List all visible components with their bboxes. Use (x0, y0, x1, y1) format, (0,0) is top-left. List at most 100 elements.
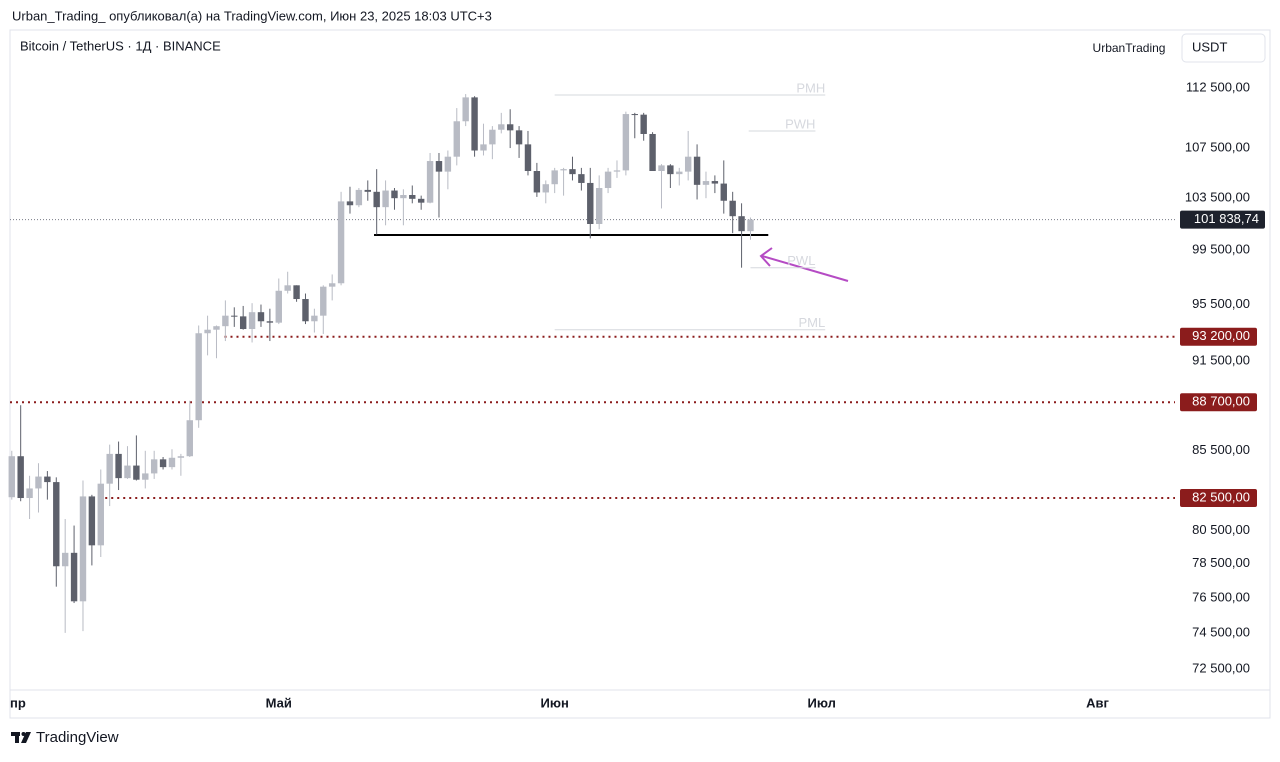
candle-body (435, 161, 443, 172)
y-tick-label: 99 500,00 (1192, 242, 1250, 257)
candle-body (533, 171, 541, 193)
publish-info: Urban_Trading_ опубликовал(а) на Trading… (12, 8, 492, 23)
candle-body (462, 97, 469, 122)
y-tick-label: 95 500,00 (1192, 296, 1250, 311)
candle-body (444, 156, 452, 172)
candle-body (649, 133, 656, 172)
y-tick-label: 91 500,00 (1192, 353, 1250, 368)
last-price-label: 101 838,74 (1194, 211, 1259, 226)
candle-body (391, 190, 398, 199)
y-tick-label: 76 500,00 (1192, 589, 1250, 604)
y-tick-label: 85 500,00 (1192, 442, 1250, 457)
candle-body (177, 456, 185, 458)
currency-label[interactable]: USDT (1192, 39, 1227, 54)
x-tick-label: пр (10, 695, 26, 710)
chart-frame (9, 29, 1271, 719)
candle-body (364, 189, 371, 192)
y-tick-label: 80 500,00 (1192, 522, 1250, 537)
x-tick-label: Май (266, 695, 292, 710)
level-price-box (1180, 489, 1257, 508)
y-tick-label: 112 500,00 (1186, 79, 1250, 94)
candle-body (213, 326, 220, 330)
candle-body (311, 315, 318, 322)
candle-body (79, 496, 87, 602)
candle-body (676, 171, 683, 175)
candle-body (587, 182, 594, 224)
candle-body (355, 189, 363, 206)
candle-body (711, 181, 719, 184)
candle-body (293, 285, 300, 300)
candle-body (222, 315, 229, 327)
candle-body (506, 124, 514, 131)
currency-button[interactable] (1181, 33, 1266, 63)
candle-body (560, 169, 567, 171)
candle-body (658, 165, 665, 172)
candle-body (382, 190, 389, 208)
candle-body (17, 456, 24, 499)
candle-body (747, 219, 754, 232)
drawing-label: PWL (787, 253, 815, 268)
candle-body (195, 333, 202, 421)
x-tick-label: Июл (807, 695, 835, 710)
candle-body (640, 114, 647, 134)
candle-body (480, 144, 487, 151)
y-tick-label: 72 500,00 (1192, 660, 1250, 675)
candle-body (346, 201, 354, 206)
brand-name: TradingView (36, 729, 119, 746)
candle-body (337, 201, 345, 284)
level-price-label: 88 700,00 (1192, 394, 1250, 409)
candle-body (186, 420, 193, 457)
candle-body (417, 198, 425, 203)
candle-body (88, 496, 96, 546)
candle-body (53, 482, 60, 567)
x-tick-label: Июн (541, 695, 569, 710)
candle-body (257, 312, 265, 322)
y-tick-label: 78 500,00 (1192, 555, 1250, 570)
candle-body (124, 465, 131, 479)
candle-body (595, 188, 603, 224)
candle-body (44, 476, 51, 483)
candle-body (542, 184, 549, 193)
candle-body (373, 191, 380, 208)
candle-body (328, 283, 336, 287)
candle-body (320, 286, 327, 316)
last-price-box (1180, 210, 1265, 229)
candle-body (604, 171, 612, 189)
candle-body (471, 97, 478, 151)
candle-body (738, 216, 745, 232)
candle-body (524, 144, 532, 172)
candle-body (133, 465, 140, 480)
candle-body (70, 552, 78, 602)
candle-body (239, 316, 247, 330)
candle-body (204, 329, 211, 334)
candle-body (106, 453, 113, 484)
candle-body (400, 194, 407, 199)
candle-body (515, 130, 523, 145)
level-price-box (1180, 327, 1257, 346)
candle-body (551, 170, 558, 185)
y-tick-label: 103 500,00 (1185, 190, 1250, 205)
candle-body (578, 174, 585, 183)
candle-body (302, 299, 309, 322)
candle-body (631, 114, 638, 116)
x-tick-label: Авг (1086, 695, 1109, 710)
candle-body (693, 156, 701, 185)
candle-body (489, 129, 496, 145)
drawing-label: PML (798, 315, 825, 330)
chart-title: Bitcoin / TetherUS · 1Д · BINANCE (20, 38, 221, 53)
candle-body (498, 124, 505, 130)
candle-body (453, 121, 460, 157)
candle-body (266, 321, 274, 323)
candle-body (729, 200, 736, 217)
candle-body (284, 285, 291, 291)
candle-body (613, 170, 621, 172)
candle-body (702, 181, 710, 185)
arrow (759, 247, 849, 282)
candle-body (35, 476, 42, 489)
candle-body (248, 312, 256, 330)
level-price-label: 82 500,00 (1192, 489, 1250, 504)
candle-body (409, 194, 416, 199)
candle-body (622, 114, 630, 171)
